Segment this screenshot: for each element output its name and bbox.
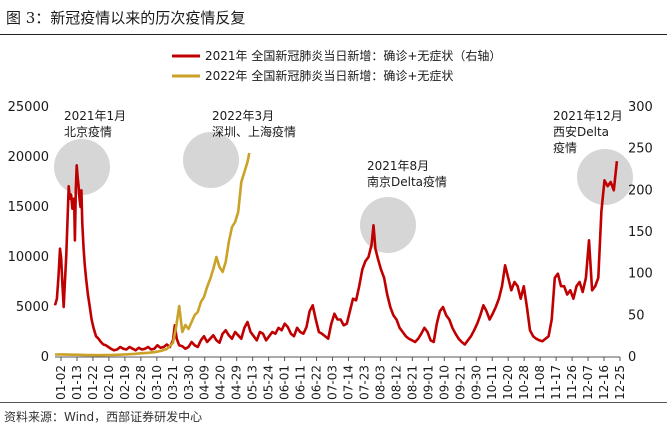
x-tick-label: 05-24 — [262, 365, 276, 400]
x-tick-label: 01-13 — [70, 365, 84, 400]
figure-title-bar: 图 3：新冠疫情以来的历次疫情反复 — [0, 0, 667, 35]
x-tick-label: 06-11 — [294, 365, 308, 400]
annotation-shenzhen-date: 2022年3月 — [212, 109, 274, 123]
annotation-circle-beijing — [54, 139, 110, 195]
x-tick-label: 08-03 — [373, 365, 387, 400]
x-tick-label: 09-30 — [469, 365, 483, 400]
x-tick-label: 07-03 — [326, 365, 340, 400]
series-line-2022 — [54, 152, 251, 357]
x-tick-label: 10-20 — [501, 365, 515, 400]
annotation-xian-event-cont: 疫情 — [553, 140, 577, 155]
annotation-beijing-event: 北京疫情 — [64, 124, 112, 139]
y-right-tick-label: 200 — [628, 183, 653, 198]
x-tick-label: 02-19 — [118, 365, 132, 400]
x-tick-label: 08-21 — [405, 365, 419, 400]
legend: 2021年 全国新冠肺炎当日新增：确诊+无症状（右轴） 2022年 全国新冠肺炎… — [172, 48, 501, 83]
x-tick-label: 01-22 — [86, 365, 100, 400]
x-tick-label: 11-26 — [565, 365, 579, 400]
x-tick-label: 11-17 — [549, 365, 563, 400]
annotation-nanjing-date: 2021年8月 — [367, 159, 429, 173]
x-tick-label: 06-01 — [278, 365, 292, 400]
source-note: 资料来源：Wind，西部证券研发中心 — [4, 410, 203, 424]
x-tick-label: 06-22 — [310, 365, 324, 400]
y-left-tick-label: 0 — [41, 350, 49, 365]
annotation-labels: 2021年1月 北京疫情 2022年3月 深圳、上海疫情 2021年8月 南京D… — [64, 109, 623, 189]
figure-title: 图 3：新冠疫情以来的历次疫情反复 — [6, 9, 246, 27]
y-left-tick-label: 5000 — [16, 300, 49, 315]
annotation-xian-date: 2021年12月 — [553, 109, 623, 123]
x-tick-label: 01-02 — [54, 365, 68, 400]
x-tick-label: 08-12 — [389, 365, 403, 400]
annotation-circles — [54, 132, 633, 253]
annotation-xian-event: 西安Delta — [553, 124, 609, 139]
x-tick-label: 07-14 — [341, 365, 355, 400]
x-tick-label: 02-28 — [134, 365, 148, 400]
x-tick-label: 12-25 — [613, 365, 627, 400]
x-tick-label: 04-20 — [214, 365, 228, 400]
legend-label-2021: 2021年 全国新冠肺炎当日新增：确诊+无症状（右轴） — [205, 48, 501, 63]
x-tick-label: 05-13 — [246, 365, 260, 400]
y-left-tick-label: 20000 — [8, 150, 49, 165]
y-right-tick-label: 100 — [628, 267, 653, 282]
x-tick-label: 09-01 — [421, 365, 435, 400]
x-tick-label: 11-08 — [533, 365, 547, 400]
annotation-circle-xian — [577, 149, 633, 205]
x-tick-label: 10-28 — [517, 365, 531, 400]
x-tick-label: 04-09 — [198, 365, 212, 400]
y-right-tick-label: 0 — [628, 350, 636, 365]
y-right-tick-label: 300 — [628, 100, 653, 115]
x-tick-label: 12-07 — [581, 365, 595, 400]
x-tick-label: 09-10 — [437, 365, 451, 400]
x-tick-label: 09-21 — [453, 365, 467, 400]
y-right-tick-label: 250 — [628, 142, 653, 157]
annotation-circle-shenzhen — [183, 132, 239, 188]
x-tick-label: 10-11 — [485, 365, 499, 400]
annotation-circle-nanjing — [360, 197, 416, 253]
series-lines — [53, 152, 619, 357]
annotation-shenzhen-event: 深圳、上海疫情 — [212, 124, 296, 139]
y-left-tick-label: 25000 — [8, 100, 49, 115]
x-tick-label: 03-21 — [166, 365, 180, 400]
axes: 0 5000 10000 15000 20000 25000 0 50 100 150 200 250… — [8, 100, 653, 400]
x-tick-label: 03-10 — [150, 365, 164, 400]
legend-label-2022: 2022年 全国新冠肺炎当日新增：确诊+无症状 — [205, 68, 453, 83]
series-line-2021 — [53, 161, 619, 352]
y-left-tick-label: 15000 — [8, 200, 49, 215]
bottom-rule — [0, 402, 667, 403]
x-tick-label: 12-16 — [597, 365, 611, 400]
covid-line-chart: 2021年 全国新冠肺炎当日新增：确诊+无症状（右轴） 2022年 全国新冠肺炎… — [8, 48, 653, 400]
x-tick-label: 07-23 — [357, 365, 371, 400]
y-right-tick-label: 50 — [628, 308, 645, 323]
y-left-tick-label: 10000 — [8, 250, 49, 265]
y-right-tick-label: 150 — [628, 225, 653, 240]
annotation-nanjing-event: 南京Delta疫情 — [367, 174, 447, 189]
x-tick-label: 03-30 — [182, 365, 196, 400]
annotation-beijing-date: 2021年1月 — [64, 109, 126, 123]
x-tick-label: 02-10 — [102, 365, 116, 400]
x-tick-label: 04-29 — [230, 365, 244, 400]
